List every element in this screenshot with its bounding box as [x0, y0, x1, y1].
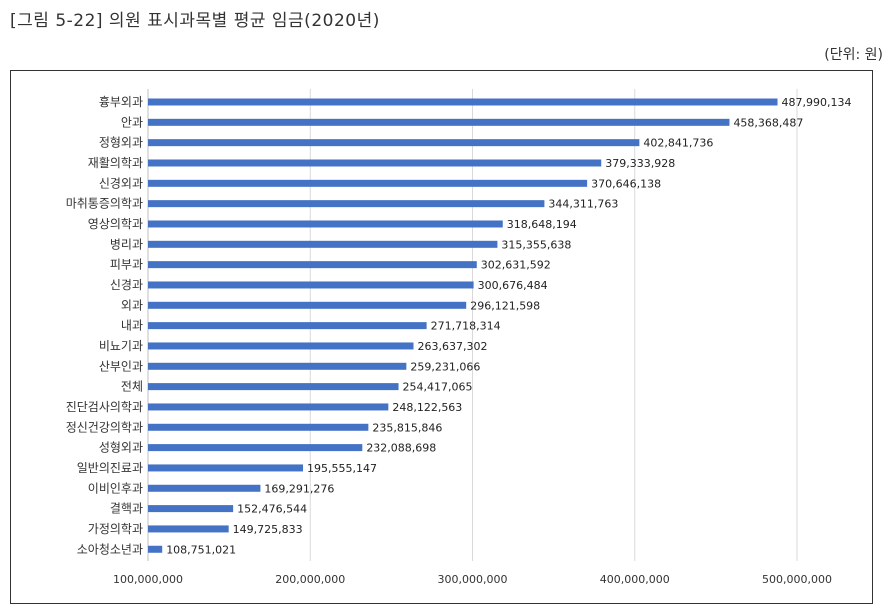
- category-label: 안과: [121, 115, 143, 129]
- data-label: 379,333,928: [605, 157, 675, 170]
- data-label: 195,555,147: [307, 462, 377, 475]
- category-label: 가정의학과: [88, 522, 143, 536]
- bar: [148, 383, 399, 391]
- data-label: 169,291,276: [264, 482, 334, 495]
- bar: [148, 118, 730, 126]
- bar: [148, 200, 545, 208]
- category-label: 성형외과: [99, 441, 143, 455]
- bar: [148, 159, 602, 167]
- bar: [148, 342, 414, 350]
- category-label: 정신건강의학과: [66, 420, 143, 434]
- data-label: 315,355,638: [501, 238, 571, 251]
- data-label: 300,676,484: [478, 279, 548, 292]
- data-label: 232,088,698: [366, 442, 436, 455]
- category-label: 이비인후과: [88, 481, 143, 495]
- figure-title: [그림 5-22] 의원 표시과목별 평균 임금(2020년): [10, 11, 380, 31]
- bar: [148, 444, 363, 452]
- category-label: 신경과: [110, 278, 143, 292]
- data-label: 344,311,763: [548, 198, 618, 211]
- x-tick-label: 100,000,000: [113, 573, 183, 586]
- bar: [148, 484, 261, 492]
- bar-chart: 100,000,000 200,000,000 300,000,000 400,000…: [66, 89, 852, 586]
- data-label: 271,718,314: [431, 320, 501, 333]
- data-label: 149,725,833: [233, 523, 303, 536]
- x-tick-label: 400,000,000: [600, 573, 670, 586]
- category-label: 흉부외과: [99, 95, 143, 109]
- bar: [148, 98, 778, 106]
- x-tick-label: 500,000,000: [762, 573, 832, 586]
- data-label: 254,417,065: [403, 381, 473, 394]
- data-label: 318,648,194: [507, 218, 577, 231]
- data-label: 370,646,138: [591, 177, 661, 190]
- category-label: 일반의진료과: [77, 461, 143, 475]
- category-label: 산부인과: [99, 359, 143, 373]
- data-label: 302,631,592: [481, 259, 551, 272]
- category-label: 병리과: [110, 237, 143, 251]
- category-label: 비뇨기과: [99, 339, 143, 353]
- bar: [148, 139, 640, 147]
- x-tick-label: 200,000,000: [275, 573, 345, 586]
- category-label: 피부과: [110, 258, 143, 272]
- bar: [148, 322, 427, 330]
- data-label: 263,637,302: [418, 340, 488, 353]
- data-label: 108,751,021: [166, 543, 236, 556]
- category-label: 결핵과: [110, 502, 143, 516]
- bar: [148, 281, 474, 289]
- category-label: 진단검사의학과: [66, 400, 143, 414]
- bar: [148, 545, 163, 553]
- bar: [148, 220, 503, 228]
- bar: [148, 179, 588, 187]
- x-tick-label: 300,000,000: [438, 573, 508, 586]
- bar: [148, 261, 477, 269]
- bar: [148, 301, 467, 309]
- category-label: 소아청소년과: [77, 542, 143, 556]
- bar: [148, 423, 369, 431]
- bar: [148, 240, 498, 248]
- bar: [148, 403, 389, 411]
- category-label: 정형외과: [99, 136, 143, 150]
- chart-frame: 100,000,000 200,000,000 300,000,000 400,000…: [10, 70, 873, 604]
- bar: [148, 362, 407, 370]
- data-label: 296,121,598: [470, 299, 540, 312]
- data-label: 259,231,066: [410, 360, 480, 373]
- data-label: 402,841,736: [643, 137, 713, 150]
- data-label: 235,815,846: [372, 421, 442, 434]
- bar: [148, 464, 304, 472]
- unit-label: (단위: 원): [824, 47, 883, 63]
- bar: [148, 525, 229, 533]
- category-label: 내과: [121, 319, 143, 333]
- category-label: 신경외과: [99, 176, 143, 190]
- category-label: 마취통증의학과: [66, 197, 143, 211]
- data-label: 487,990,134: [782, 96, 852, 109]
- category-label: 재활의학과: [88, 156, 143, 170]
- category-label: 영상의학과: [88, 217, 143, 231]
- category-label: 외과: [121, 298, 143, 312]
- bar: [148, 505, 234, 513]
- data-label: 152,476,544: [237, 503, 307, 516]
- data-label: 458,368,487: [733, 116, 803, 129]
- data-label: 248,122,563: [392, 401, 462, 414]
- category-label: 전체: [121, 380, 143, 394]
